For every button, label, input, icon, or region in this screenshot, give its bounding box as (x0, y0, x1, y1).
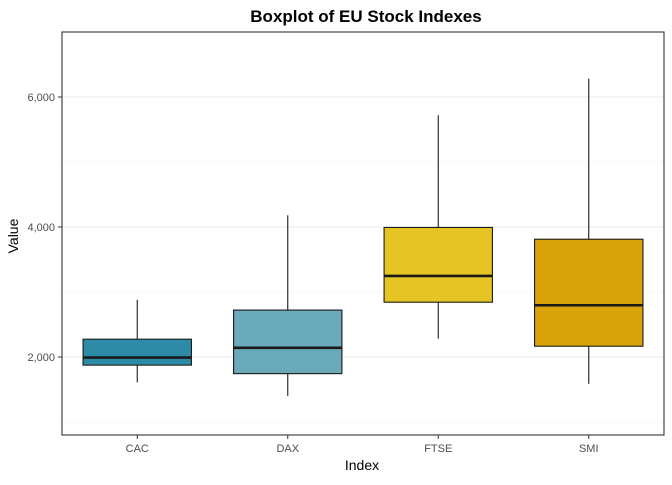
x-tick-label: CAC (126, 443, 149, 455)
boxes (82, 78, 644, 396)
iqr-box (534, 238, 644, 347)
y-tick-label: 2,000 (27, 352, 55, 364)
x-tick-label: DAX (276, 443, 299, 455)
iqr-box (383, 226, 493, 303)
y-axis-title: Value (5, 218, 21, 253)
box-smi (534, 78, 644, 384)
iqr-box (233, 309, 343, 375)
box-dax (233, 215, 343, 396)
panel-border (61, 31, 665, 436)
chart-title: Boxplot of EU Stock Indexes (250, 7, 481, 26)
axes: 2,000 4,000 6,000 CAC DAX FTSE SMI (27, 31, 665, 455)
iqr-box (82, 338, 192, 366)
y-tick-label: 6,000 (27, 92, 55, 104)
x-tick-label: FTSE (424, 443, 452, 455)
y-tick-label: 4,000 (27, 222, 55, 234)
x-tick-label: SMI (579, 443, 599, 455)
x-axis-title: Index (345, 457, 379, 473)
box-ftse (383, 115, 493, 339)
box-cac (82, 299, 192, 383)
